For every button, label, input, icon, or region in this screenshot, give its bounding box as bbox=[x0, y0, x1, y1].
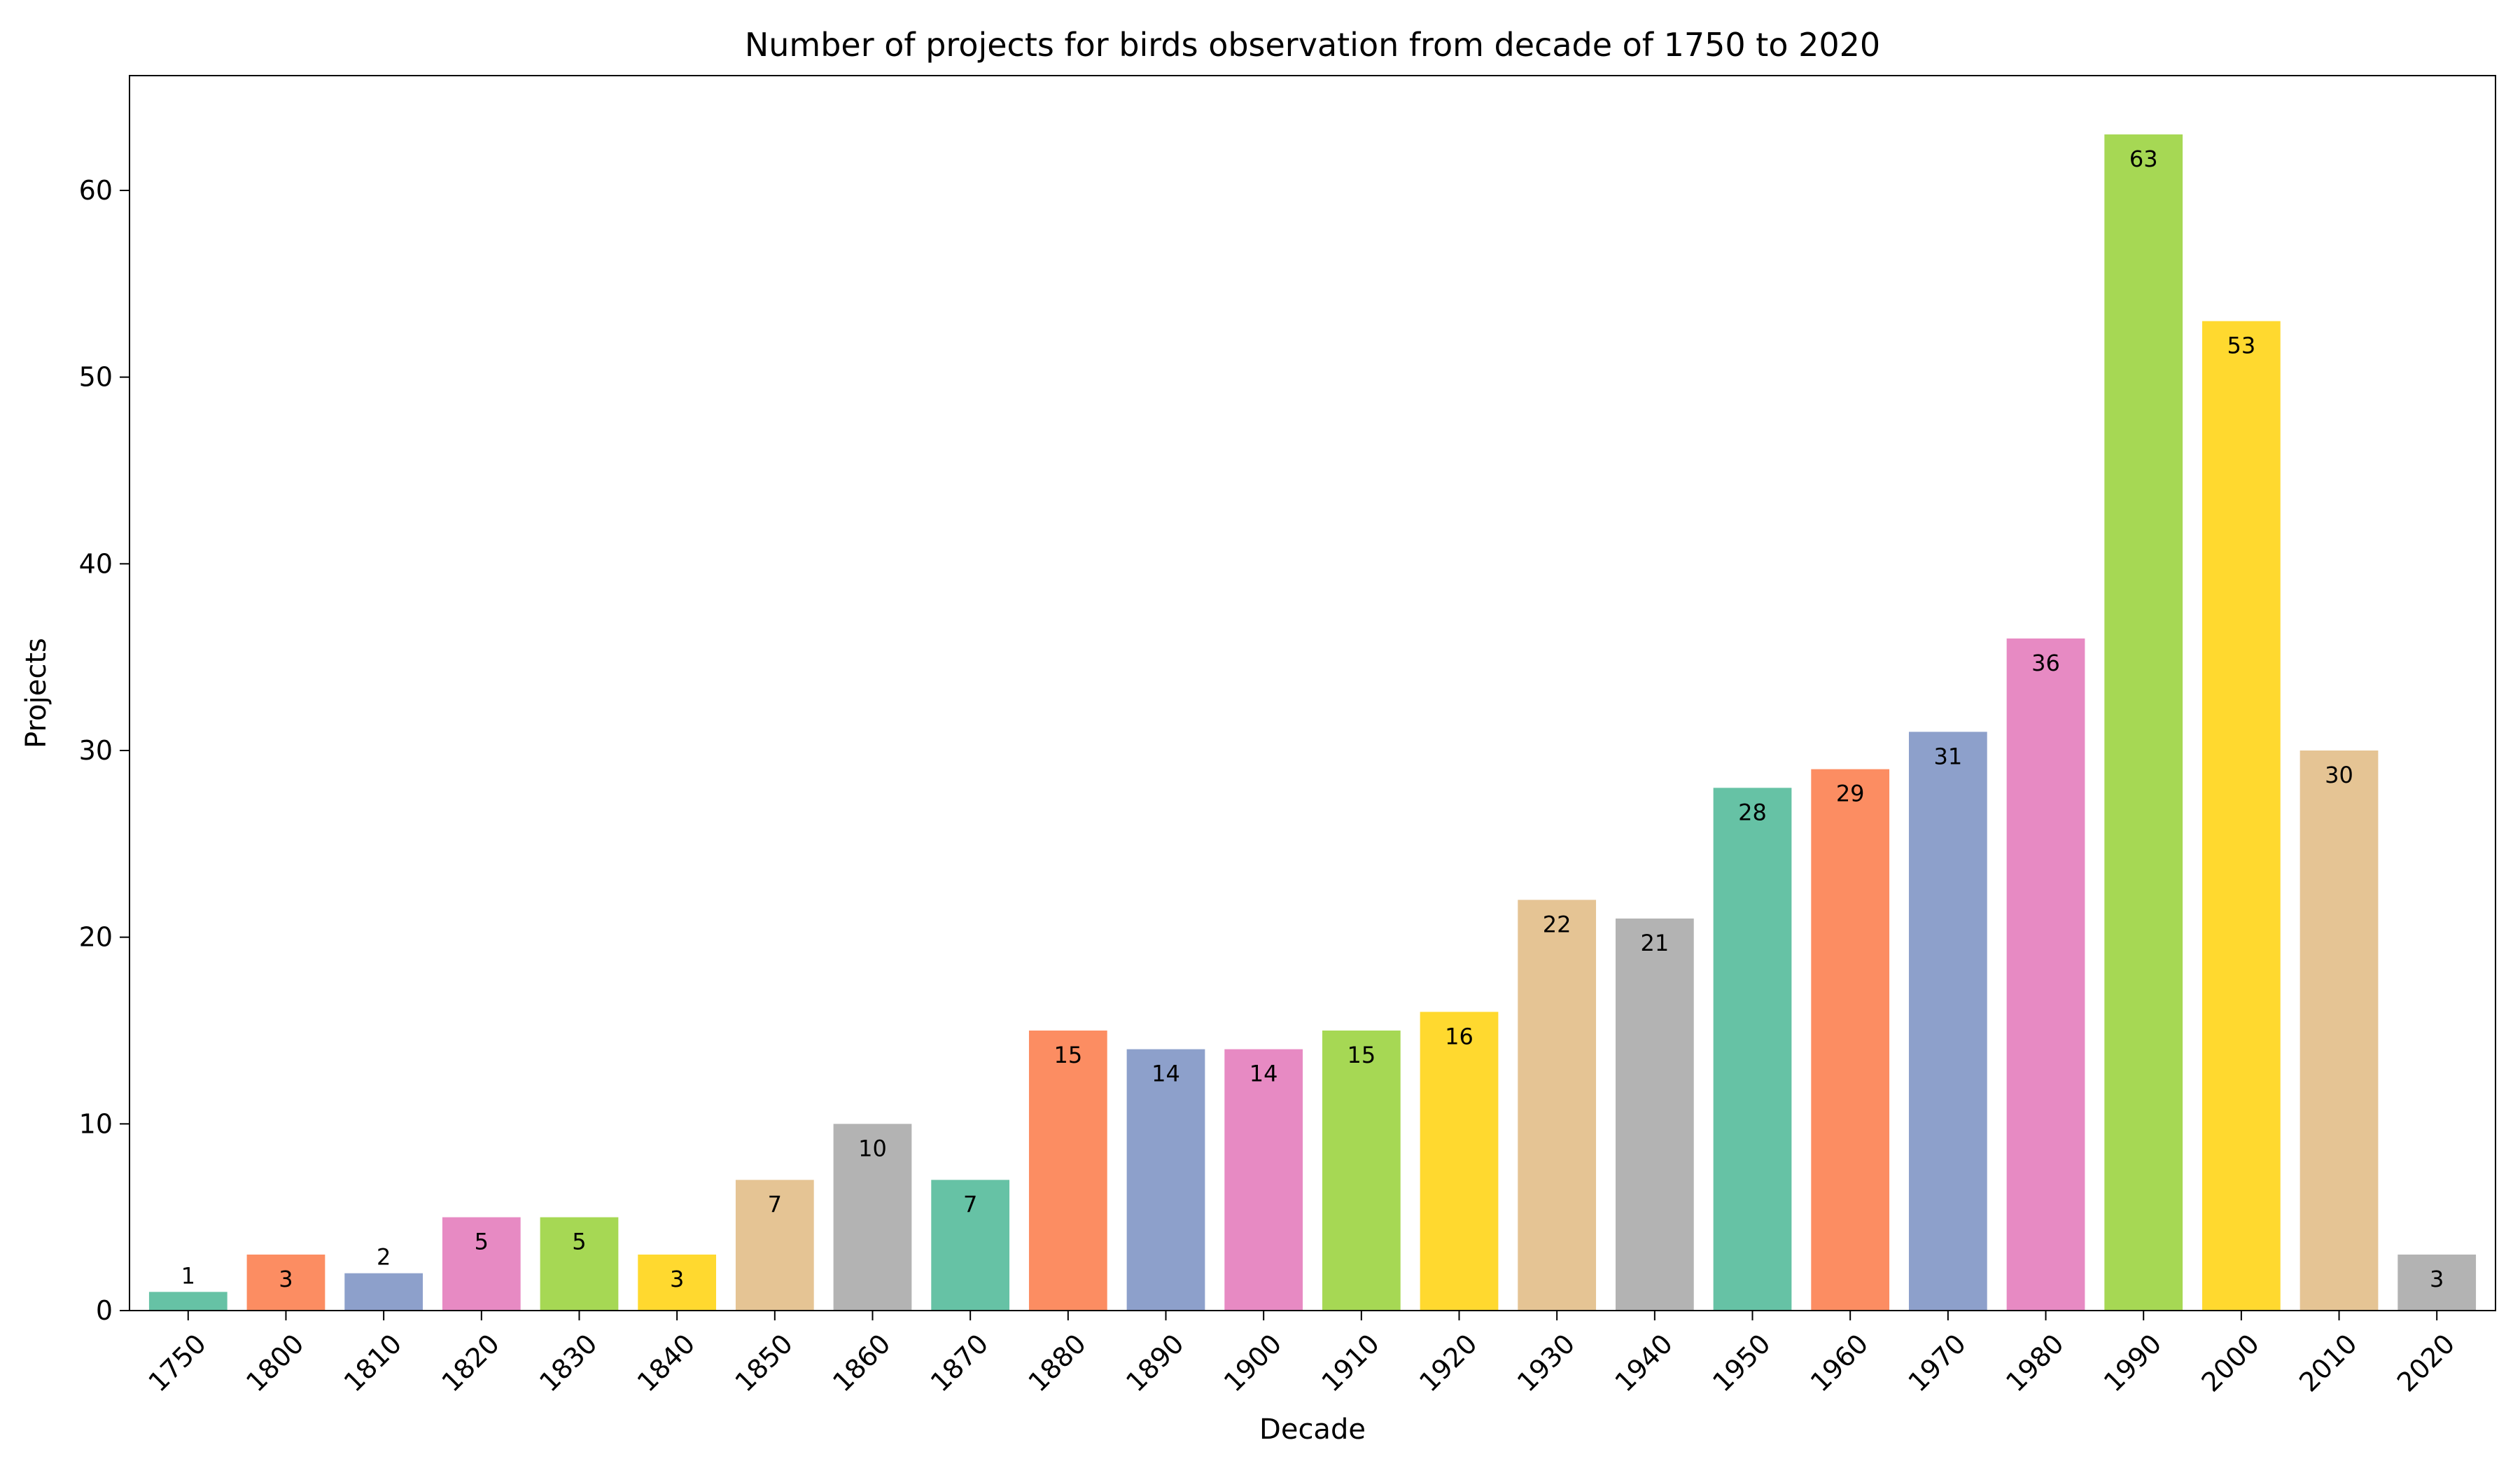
y-tick-label-30: 30 bbox=[79, 735, 113, 766]
y-tick-label-0: 0 bbox=[96, 1295, 113, 1326]
x-tick-label-1990: 1990 bbox=[2098, 1328, 2168, 1398]
bar-value-label-1950: 28 bbox=[1738, 799, 1767, 825]
bar-1920 bbox=[1420, 1012, 1499, 1311]
bar-value-label-1800: 3 bbox=[279, 1266, 293, 1292]
x-tick-label-1750: 1750 bbox=[142, 1328, 212, 1398]
x-tick-label-1870: 1870 bbox=[925, 1328, 995, 1398]
y-tick-label-60: 60 bbox=[79, 175, 113, 206]
plot-frame bbox=[129, 75, 2496, 1311]
bar-1930 bbox=[1518, 900, 1597, 1311]
bar-value-label-1840: 3 bbox=[670, 1266, 684, 1292]
bar-value-label-1930: 22 bbox=[1543, 911, 1572, 937]
bar-value-label-1820: 5 bbox=[475, 1229, 489, 1255]
x-tick-label-1910: 1910 bbox=[1315, 1328, 1385, 1398]
x-tick-label-1930: 1930 bbox=[1511, 1328, 1581, 1398]
bar-value-label-2000: 53 bbox=[2227, 333, 2256, 359]
bar-1860 bbox=[833, 1124, 912, 1311]
bar-1820 bbox=[442, 1217, 521, 1311]
bar-value-label-1980: 36 bbox=[2031, 650, 2060, 676]
bar-value-label-1890: 14 bbox=[1152, 1061, 1180, 1087]
y-tick-label-20: 20 bbox=[79, 922, 113, 953]
bar-value-label-1750: 1 bbox=[181, 1262, 195, 1289]
bar-value-label-1920: 16 bbox=[1445, 1023, 1474, 1049]
x-tick-label-1830: 1830 bbox=[533, 1328, 603, 1398]
x-axis-label: Decade bbox=[1259, 1413, 1366, 1446]
bar-value-label-2010: 30 bbox=[2325, 762, 2353, 788]
bar-value-label-1810: 2 bbox=[377, 1244, 391, 1271]
bar-1850 bbox=[735, 1180, 814, 1311]
bar-value-label-1970: 31 bbox=[1933, 743, 1962, 769]
x-tick-label-1890: 1890 bbox=[1120, 1328, 1190, 1398]
x-tick-label-1850: 1850 bbox=[729, 1328, 799, 1398]
bar-1910 bbox=[1322, 1031, 1401, 1311]
x-tick-label-2000: 2000 bbox=[2196, 1328, 2266, 1398]
y-tick-label-40: 40 bbox=[79, 548, 113, 579]
bar-2010 bbox=[2300, 751, 2379, 1311]
bar-1800 bbox=[246, 1255, 326, 1311]
bar-value-label-1870: 7 bbox=[963, 1191, 977, 1217]
bar-value-label-1940: 21 bbox=[1640, 930, 1669, 956]
x-tick-label-1800: 1800 bbox=[240, 1328, 310, 1398]
x-tick-label-1810: 1810 bbox=[338, 1328, 408, 1398]
bar-1970 bbox=[1908, 732, 1987, 1311]
bar-value-label-1880: 15 bbox=[1054, 1042, 1082, 1068]
x-tick-label-1980: 1980 bbox=[2000, 1328, 2070, 1398]
bar-1990 bbox=[2104, 134, 2183, 1311]
y-tick-label-50: 50 bbox=[79, 362, 113, 393]
x-tick-label-1940: 1940 bbox=[1609, 1328, 1679, 1398]
bar-value-label-1990: 63 bbox=[2129, 146, 2158, 172]
bar-1750 bbox=[148, 1292, 227, 1311]
x-tick-label-1950: 1950 bbox=[1707, 1328, 1777, 1398]
bar-1830 bbox=[540, 1217, 619, 1311]
x-tick-label-1820: 1820 bbox=[435, 1328, 505, 1398]
bar-value-label-1850: 7 bbox=[768, 1191, 782, 1217]
bar-1950 bbox=[1713, 788, 1792, 1311]
x-tick-label-1900: 1900 bbox=[1218, 1328, 1288, 1398]
bar-value-label-1860: 10 bbox=[858, 1135, 887, 1161]
bar-2000 bbox=[2202, 321, 2281, 1311]
y-tick-label-10: 10 bbox=[79, 1108, 113, 1139]
bar-1900 bbox=[1224, 1049, 1303, 1311]
x-tick-label-2010: 2010 bbox=[2293, 1328, 2363, 1398]
plot-area: 1 1750 3 1800 2 1810 5 1820 5 1830 3 1840 7 1850 10 186… bbox=[79, 75, 2496, 1398]
x-tick-label-1880: 1880 bbox=[1022, 1328, 1092, 1398]
bar-1980 bbox=[2006, 638, 2085, 1311]
x-tick-label-1840: 1840 bbox=[631, 1328, 701, 1398]
bar-1960 bbox=[1811, 769, 1890, 1311]
x-tick-label-1860: 1860 bbox=[827, 1328, 897, 1398]
x-tick-label-2020: 2020 bbox=[2391, 1328, 2461, 1398]
bar-value-label-2020: 3 bbox=[2430, 1266, 2444, 1292]
bar-value-label-1830: 5 bbox=[572, 1229, 586, 1255]
chart-title: Number of projects for birds observation… bbox=[745, 26, 1880, 64]
bar-1810 bbox=[344, 1273, 424, 1311]
bar-value-label-1900: 14 bbox=[1250, 1061, 1278, 1087]
x-tick-label-1920: 1920 bbox=[1413, 1328, 1483, 1398]
bar-1940 bbox=[1615, 919, 1694, 1311]
bar-value-label-1960: 29 bbox=[1836, 781, 1865, 807]
bar-value-label-1910: 15 bbox=[1347, 1042, 1376, 1068]
bar-1880 bbox=[1028, 1031, 1107, 1311]
bar-2020 bbox=[2398, 1255, 2477, 1311]
x-tick-label-1960: 1960 bbox=[1805, 1328, 1875, 1398]
y-axis-label: Projects bbox=[20, 638, 52, 748]
bar-1870 bbox=[931, 1180, 1010, 1311]
bar-1890 bbox=[1126, 1049, 1205, 1311]
bar-1840 bbox=[638, 1255, 717, 1311]
x-tick-label-1970: 1970 bbox=[1903, 1328, 1973, 1398]
